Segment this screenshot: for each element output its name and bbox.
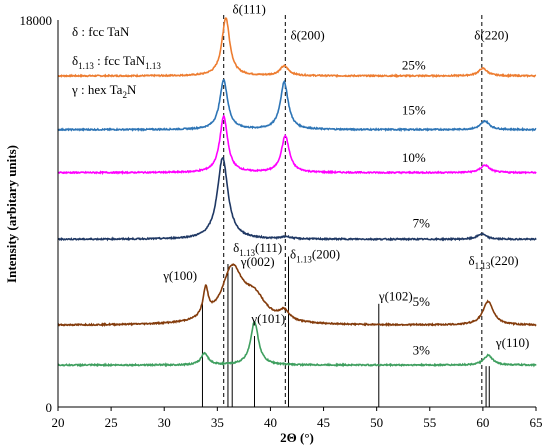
y-tick-label: 0 — [46, 400, 53, 415]
x-tick-label: 20 — [52, 415, 65, 430]
x-tick-label: 35 — [211, 415, 224, 430]
ticks-layer: 20 25 30 35 40 45 50 55 60 65 0 18000 — [20, 13, 543, 430]
peak-label: γ(100) — [162, 268, 197, 283]
x-tick-label: 55 — [423, 415, 436, 430]
legend-entry: δ : fcc TaN — [72, 24, 130, 39]
series-line — [57, 320, 537, 368]
x-tick-label: 25 — [105, 415, 118, 430]
peak-label: γ(002) — [240, 254, 275, 269]
x-tick-label: 30 — [158, 415, 171, 430]
legend-entry: δ1.13 : fcc TaN1.13 — [72, 53, 161, 71]
percent-label: 25% — [402, 57, 426, 72]
percent-label: 5% — [413, 294, 431, 309]
legend-entry: γ : hex Ta2N — [71, 82, 137, 100]
x-tick-label: 45 — [317, 415, 330, 430]
labels-layer: δ(111) δ(200) δ(220) δ1.13(111) δ1.13(200) δ1… — [162, 2, 529, 358]
peak-label: δ(220) — [474, 27, 508, 42]
peak-label: δ(200) — [290, 27, 324, 42]
peak-label: γ(101) — [250, 311, 285, 326]
peak-label: δ(111) — [233, 2, 266, 17]
series-line — [57, 79, 537, 133]
y-tick-label: 18000 — [20, 13, 53, 28]
peak-label: γ(102) — [378, 289, 413, 304]
x-tick-label: 50 — [370, 415, 383, 430]
axes-layer — [57, 20, 536, 408]
peak-label: δ1.13(220) — [468, 253, 518, 271]
percent-label: 7% — [413, 215, 431, 230]
legend: δ : fcc TaN δ1.13 : fcc TaN1.13 γ : hex Ta… — [71, 24, 161, 100]
series-line — [57, 156, 537, 242]
x-axis-title: 2Θ (°) — [280, 430, 314, 445]
series-line — [57, 17, 537, 79]
x-tick-label: 40 — [264, 415, 277, 430]
series-layer — [57, 17, 537, 368]
x-tick-label: 60 — [476, 415, 489, 430]
x-tick-label: 65 — [530, 415, 543, 430]
peak-label: γ(110) — [495, 335, 529, 350]
peak-label: δ1.13(111) — [233, 240, 282, 258]
peak-label: δ1.13(200) — [290, 247, 340, 265]
percent-label: 15% — [402, 103, 426, 118]
series-line — [57, 114, 537, 176]
percent-label: 10% — [402, 150, 426, 165]
y-axis-title: Intensity (arbitary units) — [4, 145, 19, 283]
series-line — [57, 263, 537, 328]
percent-label: 3% — [413, 342, 431, 357]
